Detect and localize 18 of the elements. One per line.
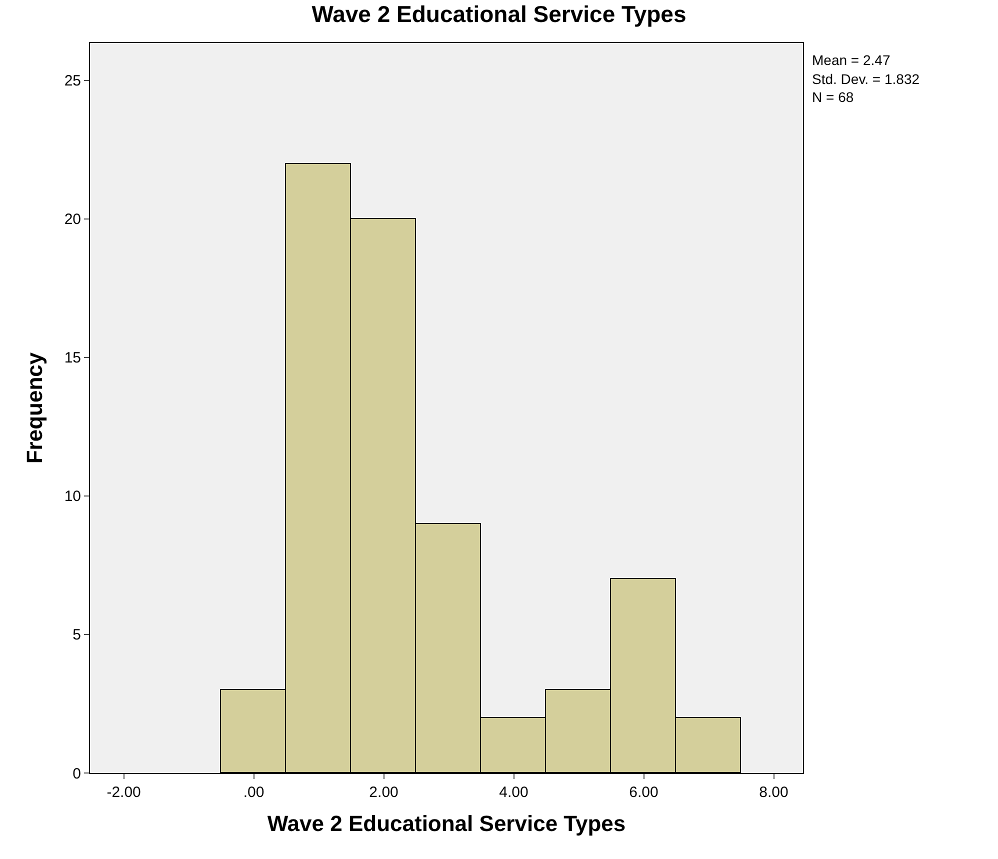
x-tick-label: 6.00 [629, 784, 658, 801]
y-tick-label: 20 [64, 211, 81, 228]
y-tick-label: 25 [64, 72, 81, 90]
x-tick-label: 8.00 [759, 784, 788, 801]
text: Std. Dev. = 1.832 [812, 71, 920, 87]
y-tick-label: 0 [72, 765, 81, 782]
x-tick-label: 4.00 [499, 784, 528, 801]
x-axis-title: Wave 2 Educational Service Types [267, 810, 626, 836]
x-tick-label: 2.00 [369, 784, 398, 801]
y-tick-label: 5 [72, 626, 81, 644]
x-tick-label: .00 [243, 784, 264, 801]
y-tick-label: 10 [64, 488, 81, 506]
y-axis-title: Frequency [22, 352, 48, 464]
text: Mean = 2.47 [812, 52, 890, 68]
y-tick-label: 15 [64, 350, 81, 367]
chart-title: Wave 2 Educational Service Types [312, 1, 686, 28]
x-tick-label: -2.00 [106, 784, 141, 801]
text: N = 68 [812, 89, 854, 105]
